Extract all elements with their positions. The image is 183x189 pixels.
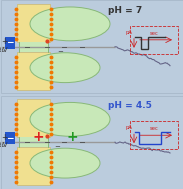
- Ellipse shape: [30, 102, 110, 136]
- Bar: [130, 121, 178, 149]
- Text: ΔV: ΔV: [0, 47, 9, 53]
- Bar: [17, 147, 50, 185]
- Text: pH = 4.5: pH = 4.5: [108, 101, 152, 110]
- Text: −: −: [6, 38, 14, 47]
- Text: pA: pA: [125, 30, 132, 35]
- Bar: [17, 4, 50, 42]
- Text: sec: sec: [150, 31, 158, 36]
- Bar: [17, 99, 50, 137]
- Text: +: +: [1, 133, 7, 142]
- Text: sec: sec: [150, 126, 158, 131]
- Text: −: −: [54, 144, 60, 150]
- Text: +: +: [66, 130, 78, 144]
- Bar: [130, 26, 178, 54]
- Bar: [19, 137, 48, 147]
- Ellipse shape: [30, 7, 110, 41]
- Text: ΔV: ΔV: [0, 142, 9, 148]
- Text: −: −: [57, 49, 63, 55]
- Text: −: −: [6, 134, 14, 143]
- Text: pA: pA: [125, 125, 132, 130]
- Ellipse shape: [30, 53, 100, 83]
- Text: pH = 7: pH = 7: [108, 6, 142, 15]
- Bar: [19, 42, 48, 52]
- Bar: [17, 52, 50, 90]
- Ellipse shape: [30, 148, 100, 178]
- Text: +: +: [32, 130, 44, 144]
- Text: +: +: [1, 37, 7, 46]
